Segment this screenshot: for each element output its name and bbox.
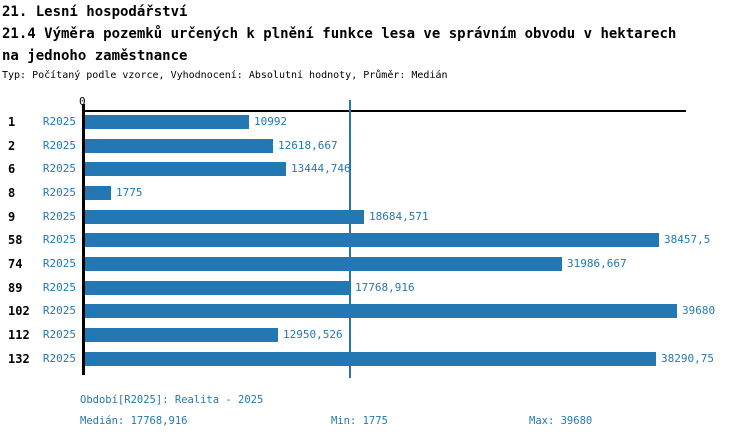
- x-axis-zero-tick-label: 0: [79, 95, 86, 108]
- min-stat: Min: 1775: [331, 415, 388, 427]
- series-label: R2025: [42, 210, 76, 223]
- bar: [85, 186, 111, 200]
- series-label: R2025: [42, 352, 76, 365]
- bar-value-label: 12618,667: [278, 139, 338, 152]
- bar: [85, 352, 656, 366]
- series-label: R2025: [42, 186, 76, 199]
- bar-value-label: 1775: [116, 186, 143, 199]
- bar-value-label: 39680: [682, 304, 716, 317]
- chart-row: 132 R2025 38290,75: [0, 352, 750, 366]
- series-label: R2025: [42, 304, 76, 317]
- series-label: R2025: [42, 233, 76, 246]
- bar: [85, 257, 562, 271]
- category-label: 112: [8, 328, 30, 342]
- category-label: 2: [8, 139, 16, 153]
- chart-row: 102 R2025 39680: [0, 304, 750, 318]
- indicator-subtitle: Typ: Počítaný podle vzorce, Vyhodnocení:…: [2, 70, 448, 81]
- category-label: 8: [8, 186, 16, 200]
- bar: [85, 162, 286, 176]
- category-label: 6: [8, 162, 16, 176]
- bar-value-label: 38290,75: [661, 352, 714, 365]
- chart-row: 58 R2025 38457,5: [0, 233, 750, 247]
- category-label: 58: [8, 233, 23, 247]
- chart-row: 74 R2025 31986,667: [0, 257, 750, 271]
- category-label: 102: [8, 304, 30, 318]
- series-label: R2025: [42, 139, 76, 152]
- x-axis-line: [84, 110, 686, 112]
- indicator-title-line1: 21.4 Výměra pozemků určených k plnění fu…: [2, 26, 677, 42]
- series-label: R2025: [42, 115, 76, 128]
- period-legend: Období[R2025]: Realita - 2025: [80, 394, 264, 406]
- bar-value-label: 12950,526: [283, 328, 343, 341]
- chapter-title: 21. Lesní hospodářství: [2, 4, 188, 20]
- bar-value-label: 17768,916: [355, 281, 415, 294]
- bar-value-label: 38457,5: [664, 233, 711, 246]
- series-label: R2025: [42, 328, 76, 341]
- series-label: R2025: [42, 281, 76, 294]
- chart-row: 89 R2025 17768,916: [0, 281, 750, 295]
- bar: [85, 281, 350, 295]
- median-stat: Medián: 17768,916: [80, 415, 188, 427]
- bar-value-label: 13444,746: [291, 162, 351, 175]
- chart-row: 1 R2025 10992: [0, 115, 750, 129]
- chart-row: 9 R2025 18684,571: [0, 210, 750, 224]
- bar-value-label: 18684,571: [369, 210, 429, 223]
- chart-row: 6 R2025 13444,746: [0, 162, 750, 176]
- bar: [85, 304, 677, 318]
- bar: [85, 210, 364, 224]
- chart-row: 2 R2025 12618,667: [0, 139, 750, 153]
- bar-value-label: 31986,667: [567, 257, 627, 270]
- indicator-title-line2: na jednoho zaměstnance: [2, 48, 188, 64]
- bar: [85, 139, 273, 153]
- y-axis-line: [82, 104, 85, 375]
- chart-row: 112 R2025 12950,526: [0, 328, 750, 342]
- bar: [85, 233, 659, 247]
- bar-value-label: 10992: [254, 115, 288, 128]
- category-label: 132: [8, 352, 30, 366]
- max-stat: Max: 39680: [529, 415, 593, 427]
- category-label: 74: [8, 257, 23, 271]
- category-label: 1: [8, 115, 16, 129]
- category-label: 89: [8, 281, 23, 295]
- report-header: 21. Lesní hospodářství 21.4 Výměra pozem…: [2, 1, 676, 81]
- chart-row: 8 R2025 1775: [0, 186, 750, 200]
- category-label: 9: [8, 210, 16, 224]
- series-label: R2025: [42, 257, 76, 270]
- series-label: R2025: [42, 162, 76, 175]
- bar: [85, 328, 278, 342]
- bar: [85, 115, 249, 129]
